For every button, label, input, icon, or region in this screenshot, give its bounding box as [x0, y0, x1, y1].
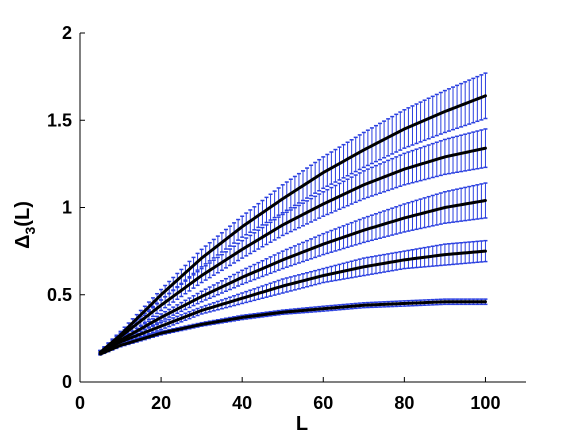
fit-lines: [98, 94, 487, 356]
y-tick-label: 2: [62, 23, 72, 43]
y-axis-label: Δ3(L): [12, 201, 38, 249]
x-tick-label: 80: [394, 393, 414, 413]
x-tick-label: 100: [470, 393, 500, 413]
y-axis-label-main: Δ: [12, 234, 34, 248]
series-line: [98, 249, 487, 354]
y-axis-label-sub: 3: [22, 226, 38, 234]
x-tick-label: 20: [151, 393, 171, 413]
ticks: 0 20 40 60 80 100 0 0.5 1 1.5 2: [47, 23, 501, 413]
series-line: [98, 146, 487, 354]
plot-area: [98, 72, 488, 356]
x-tick-label: 0: [75, 393, 85, 413]
y-tick-label: 0: [62, 372, 72, 392]
series-line: [98, 94, 487, 354]
y-tick-label: 1.5: [47, 110, 72, 130]
x-axis-label: L: [296, 413, 308, 435]
x-tick-label: 40: [232, 393, 252, 413]
y-tick-label: 1: [62, 198, 72, 218]
y-tick-label: 0.5: [47, 285, 72, 305]
x-tick-label: 60: [313, 393, 333, 413]
series-line: [98, 300, 487, 356]
series-line: [98, 199, 487, 354]
y-axis-label-tail: (L): [12, 201, 34, 227]
